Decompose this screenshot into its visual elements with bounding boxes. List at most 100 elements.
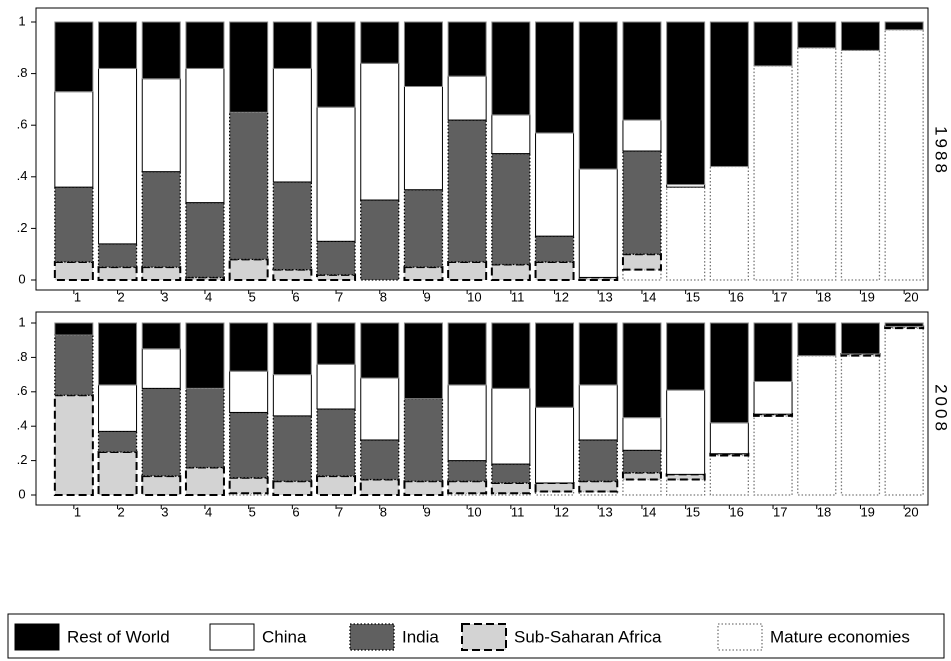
bar-segment: [141, 387, 181, 477]
panel-label: 1988: [932, 126, 951, 176]
bar-segment: [447, 459, 487, 482]
bar-segment: [316, 273, 357, 281]
x-tick-label: 8: [380, 289, 387, 304]
bar-segment: [753, 65, 793, 281]
bar-segment: [97, 243, 138, 268]
y-tick-label: .4: [17, 168, 28, 183]
bar-segment: [360, 21, 400, 64]
bar-segment: [228, 258, 269, 281]
bar-segment: [578, 21, 618, 170]
bar-segment: [665, 473, 706, 481]
legend-swatch: [349, 623, 395, 651]
x-tick-label: 20: [904, 289, 918, 304]
bar-segment: [666, 21, 706, 186]
bar-segment: [666, 478, 706, 496]
bar-segment: [666, 389, 706, 475]
x-tick-label: 9: [423, 289, 430, 304]
bar-segment: [666, 186, 706, 281]
x-tick-label: 3: [161, 289, 168, 304]
x-tick-label: 1: [74, 504, 81, 519]
bar-segment: [272, 480, 313, 496]
bar-segment: [622, 21, 662, 121]
bar-segment: [840, 355, 881, 496]
y-tick-label: .2: [17, 220, 28, 235]
x-tick-label: 6: [292, 504, 299, 519]
bar-segment: [228, 476, 269, 495]
bar-segment: [578, 322, 618, 386]
bar-segment: [534, 481, 575, 493]
y-tick-label: 1: [18, 314, 25, 329]
bar-segment: [54, 334, 94, 396]
bar-segment: [229, 21, 269, 113]
bar-segment: [98, 322, 138, 386]
bar-segment: [709, 165, 749, 281]
x-tick-label: 18: [817, 289, 831, 304]
bar-segment: [141, 322, 181, 350]
bar-segment: [884, 327, 924, 496]
bar-segment: [491, 21, 531, 116]
y-tick-label: .2: [17, 452, 28, 467]
y-tick-label: .8: [17, 349, 28, 364]
bar-segment: [360, 439, 400, 481]
bar-segment: [228, 111, 269, 261]
x-tick-label: 20: [904, 504, 918, 519]
bar-segment: [884, 21, 924, 31]
bar-segment: [272, 268, 313, 281]
x-tick-label: 5: [249, 504, 256, 519]
bar-segment: [141, 475, 182, 496]
y-tick-label: .6: [17, 117, 28, 132]
bar-segment: [141, 21, 181, 80]
bar-segment: [228, 411, 269, 479]
bar-segment: [447, 119, 487, 263]
bar-segment: [447, 75, 487, 121]
x-tick-label: 16: [729, 504, 743, 519]
x-tick-label: 1: [74, 289, 81, 304]
x-tick-label: 16: [729, 289, 743, 304]
bar-segment: [403, 266, 444, 282]
bar-segment: [797, 47, 837, 281]
x-tick-label: 2: [118, 504, 125, 519]
legend-label: China: [262, 627, 307, 646]
bar-segment: [316, 106, 356, 242]
bar-segment: [578, 384, 618, 441]
bar-segment: [97, 430, 138, 453]
legend-swatch: [209, 623, 255, 651]
bar-segment: [184, 466, 225, 497]
bar-segment: [490, 481, 531, 495]
bar-segment: [491, 114, 531, 155]
bar-segment: [403, 480, 444, 496]
bar-segment: [797, 355, 837, 496]
bar-segment: [272, 181, 313, 271]
x-tick-label: 9: [423, 504, 430, 519]
bar-segment: [753, 21, 793, 67]
bar-segment: [272, 21, 312, 69]
x-tick-label: 13: [598, 289, 612, 304]
bar-segment: [272, 374, 312, 417]
bar-segment: [447, 384, 487, 462]
bar-segment: [447, 260, 488, 282]
panel-frame: [35, 7, 929, 291]
x-tick-label: 4: [205, 504, 212, 519]
legend-swatch: [461, 623, 507, 651]
bar-segment: [185, 322, 225, 389]
bar-segment: [666, 322, 706, 391]
bar-segment: [272, 67, 312, 183]
bar-segment: [447, 21, 487, 77]
x-tick-label: 11: [511, 289, 524, 304]
x-tick-label: 13: [598, 504, 612, 519]
bar-segment: [141, 266, 182, 282]
bar-segment: [54, 322, 94, 336]
bar-segment: [54, 186, 94, 263]
bar-segment: [316, 21, 356, 108]
x-tick-label: 4: [205, 289, 212, 304]
bar-segment: [184, 276, 225, 282]
bar-segment: [98, 384, 138, 432]
x-tick-label: 19: [860, 289, 874, 304]
bar-segment: [753, 415, 793, 496]
x-tick-label: 12: [555, 504, 569, 519]
bar-segment: [621, 471, 662, 481]
bar-segment: [840, 49, 881, 281]
bar-segment: [534, 235, 575, 263]
x-tick-label: 15: [686, 289, 700, 304]
bar-segment: [840, 322, 880, 355]
